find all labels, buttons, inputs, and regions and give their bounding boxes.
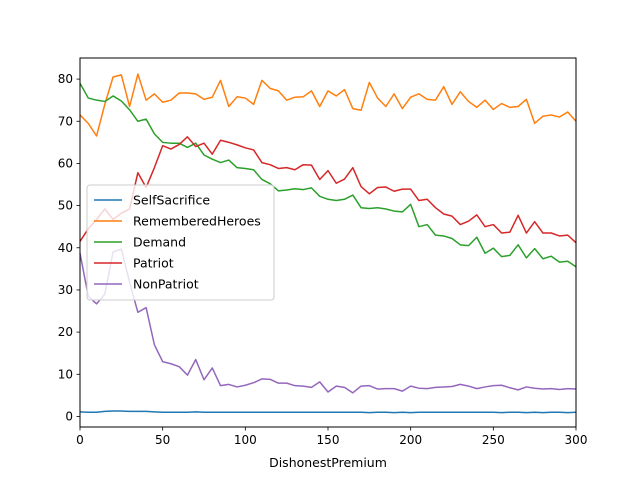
x-tick-label: 300 bbox=[565, 433, 588, 447]
y-tick-label: 70 bbox=[58, 114, 73, 128]
legend-label: Demand bbox=[133, 235, 186, 250]
y-tick-label: 50 bbox=[58, 199, 73, 213]
y-tick-label: 10 bbox=[58, 367, 73, 381]
legend-box bbox=[86, 184, 275, 301]
y-tick-label: 0 bbox=[65, 409, 73, 423]
y-axis: 0 10 20 30 40 50 60 70 80 bbox=[58, 72, 80, 423]
x-tick-label: 100 bbox=[234, 433, 257, 447]
legend-label: RememberedHeroes bbox=[133, 214, 261, 229]
series-line-patriot bbox=[79, 136, 577, 244]
y-tick-label: 60 bbox=[58, 156, 73, 170]
legend-label: NonPatriot bbox=[133, 277, 199, 292]
legend: SelfSacrifice RememberedHeroes Demand Patri… bbox=[86, 184, 275, 301]
x-axis-label: DishonestPremium bbox=[269, 455, 387, 470]
x-tick-label: 200 bbox=[399, 433, 422, 447]
x-tick-label: 0 bbox=[76, 433, 84, 447]
series-line-demand bbox=[79, 82, 577, 268]
series-line-rememberedheroes bbox=[79, 73, 577, 137]
legend-label: Patriot bbox=[133, 256, 174, 271]
series-line-selfsacrifice bbox=[79, 410, 577, 414]
legend-label: SelfSacrifice bbox=[133, 193, 210, 208]
y-tick-label: 80 bbox=[58, 72, 73, 86]
y-tick-label: 30 bbox=[58, 283, 73, 297]
series-layer bbox=[79, 73, 577, 414]
y-tick-label: 20 bbox=[58, 325, 73, 339]
x-tick-label: 150 bbox=[317, 433, 340, 447]
x-tick-label: 250 bbox=[482, 433, 505, 447]
y-tick-label: 40 bbox=[58, 241, 73, 255]
x-tick-label: 50 bbox=[155, 433, 170, 447]
series-line-nonpatriot bbox=[79, 248, 577, 394]
x-axis: 0 50 100 150 200 250 300 bbox=[76, 427, 587, 447]
